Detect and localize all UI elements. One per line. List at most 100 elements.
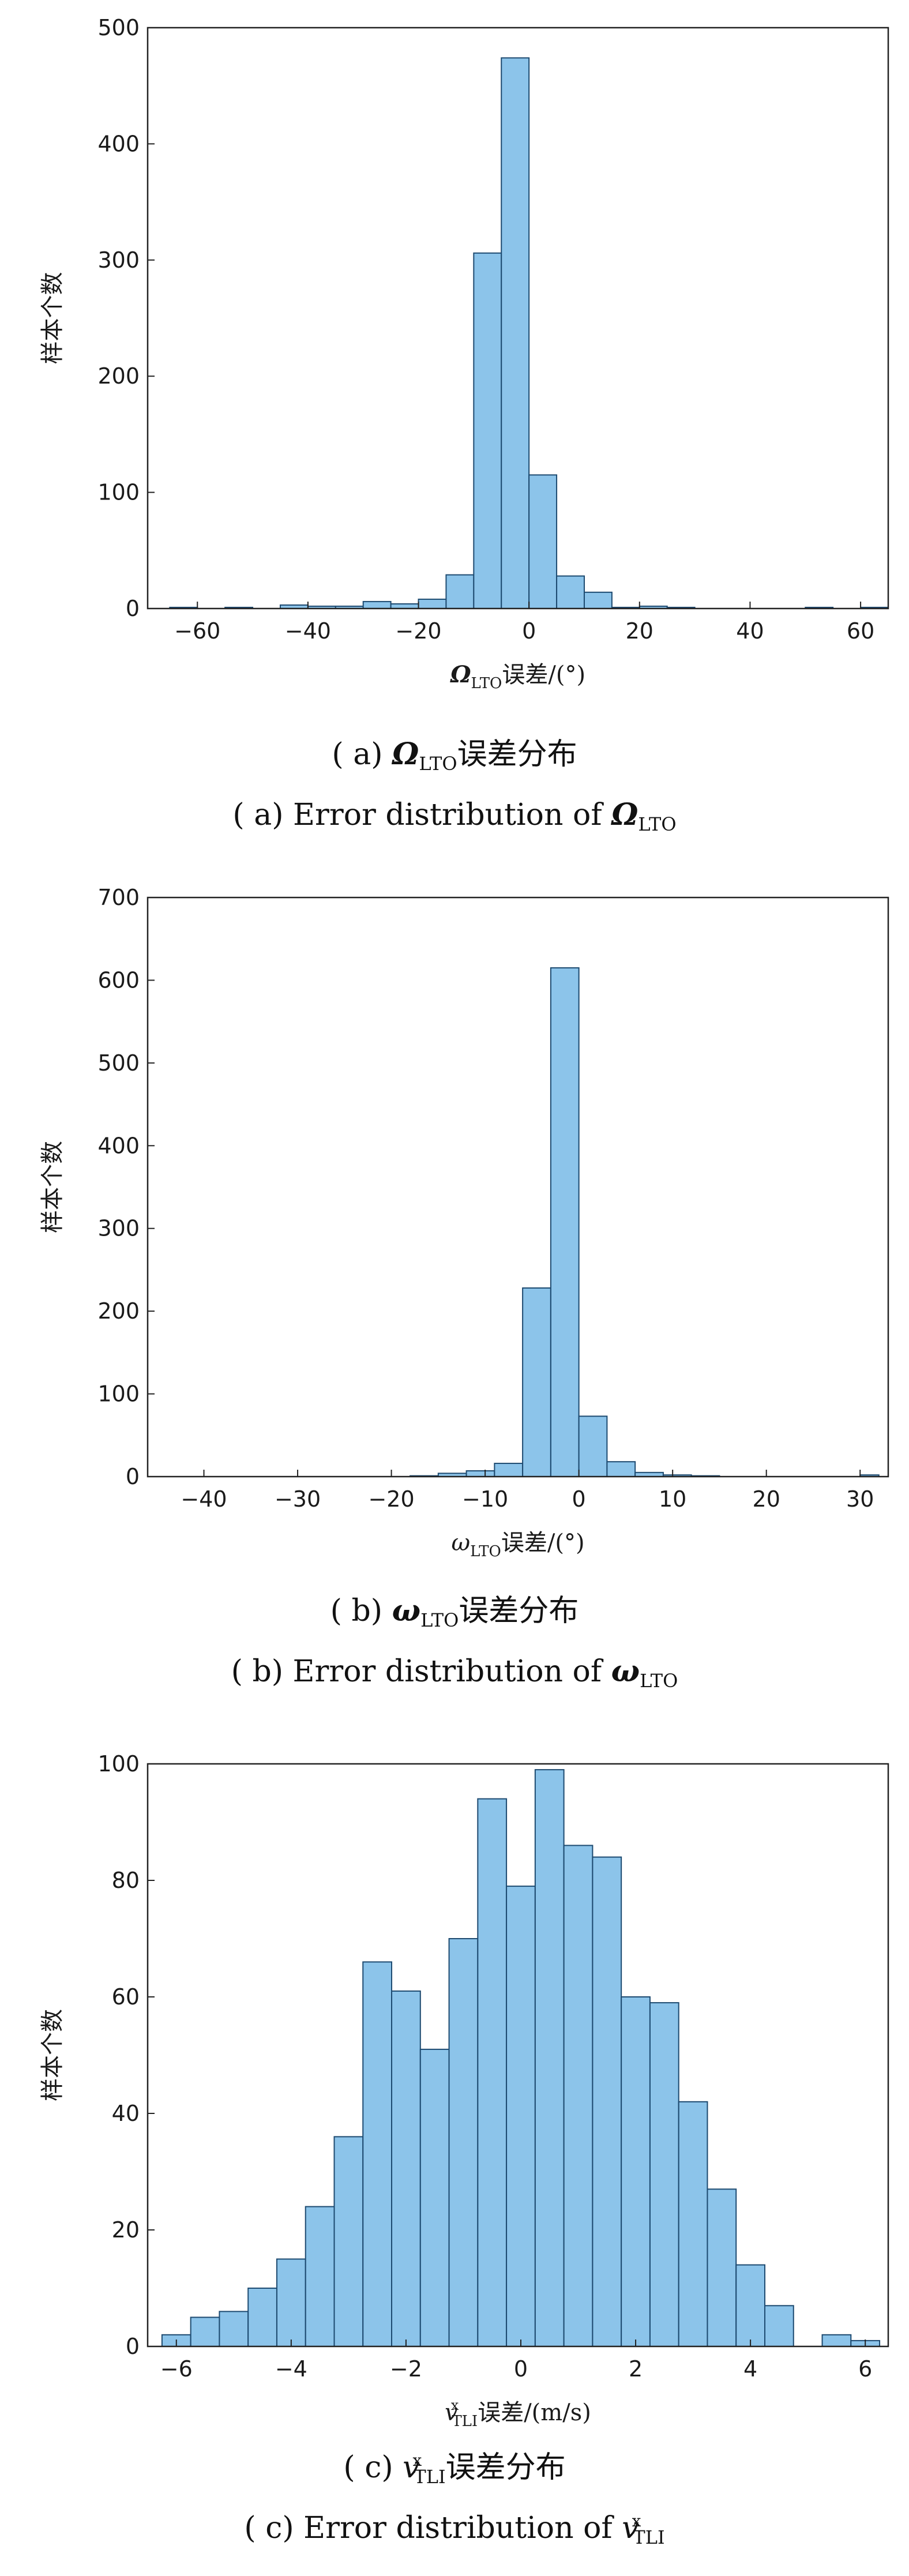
histogram-bar — [494, 1463, 524, 1478]
x-axis-label-sup: x — [451, 2397, 459, 2413]
x-axis-label-symbol: v — [445, 2399, 458, 2426]
y-axis-label: 样本个数 — [39, 272, 66, 365]
caption-a-chinese: ( a) ΩLTO误差分布 — [332, 737, 577, 775]
histogram-bar — [592, 1856, 622, 2348]
x-tick-label: 0 — [572, 1486, 586, 1512]
histogram-bar — [583, 591, 613, 609]
x-axis-label-text: 误差/(m/s) — [478, 2399, 591, 2426]
x-axis-label-sub: TLI — [452, 2413, 478, 2430]
x-tick-label: 60 — [847, 618, 874, 644]
x-tick-label: 0 — [514, 2356, 528, 2382]
x-tick-label: 20 — [626, 618, 653, 644]
histogram-velocity-panel: −6 −4 −2 0 2 4 6 0 20 40 60 80 100 样本个数 vx TLI误差/(m/… — [39, 1751, 889, 2430]
x-tick-label: −60 — [174, 618, 220, 644]
histogram-bar — [649, 2002, 679, 2348]
plot-frame — [147, 896, 889, 1478]
y-tick-label: 400 — [97, 1133, 140, 1158]
caption-c-chinese: ( c) vx TLI误差分布 — [343, 2450, 565, 2488]
histogram-bar — [735, 2264, 765, 2348]
x-tick-label: 2 — [629, 2356, 643, 2382]
x-axis-label: ωLTO误差/(°) — [451, 1530, 584, 1560]
y-tick-label: 100 — [97, 480, 140, 505]
x-tick-label: −6 — [160, 2356, 193, 2382]
x-tick-label: −10 — [462, 1486, 508, 1512]
plot-frame — [147, 1763, 889, 2348]
histogram-bar — [247, 2288, 277, 2347]
x-tick-label: −2 — [390, 2356, 422, 2382]
histogram-bar — [362, 1961, 393, 2347]
x-tick-label: −40 — [285, 618, 331, 644]
histogram-bar — [534, 1769, 565, 2348]
x-tick-label: −40 — [181, 1486, 227, 1512]
x-tick-label: 0 — [522, 618, 536, 644]
y-tick-label: 600 — [97, 967, 140, 993]
histogram-bar — [578, 1415, 608, 1477]
x-tick-label: 10 — [659, 1486, 686, 1512]
histogram-bar — [305, 2206, 335, 2348]
histogram-bar — [821, 2334, 852, 2348]
x-tick-label: −20 — [395, 618, 441, 644]
histogram-bar — [506, 1886, 536, 2348]
x-axis-label-sub: LTO — [470, 1543, 501, 1560]
y-axis-ticks: 0 100 200 300 400 500 — [97, 15, 155, 621]
y-tick-label: 80 — [112, 1868, 140, 1893]
y-tick-label: 500 — [97, 15, 140, 40]
y-tick-label: 100 — [97, 1381, 140, 1407]
y-tick-label: 100 — [97, 1751, 140, 1777]
histogram-bar — [678, 2101, 708, 2348]
x-tick-label: 30 — [846, 1486, 874, 1512]
histogram-bar — [528, 474, 558, 610]
x-axis-label-sub: LTO — [471, 675, 502, 692]
x-axis-label-text: 误差/(°) — [501, 1530, 585, 1556]
plot-frame — [147, 27, 889, 610]
x-axis-label: ΩLTO误差/(°) — [450, 661, 585, 692]
y-tick-label: 0 — [126, 596, 140, 621]
y-axis-label: 样本个数 — [39, 1141, 66, 1233]
histogram-bar — [522, 1287, 551, 1478]
y-tick-label: 40 — [112, 2101, 140, 2126]
x-axis-label-text: 误差/(°) — [502, 662, 585, 688]
y-tick-label: 700 — [97, 885, 140, 910]
histogram-bar — [418, 598, 447, 609]
y-tick-label: 400 — [97, 131, 140, 156]
x-axis-ticks: −6 −4 −2 0 2 4 6 — [160, 2340, 872, 2382]
histogram-bar — [219, 2311, 249, 2347]
histogram-bar — [764, 2305, 794, 2348]
y-tick-label: 300 — [97, 1216, 140, 1241]
caption-a-english: ( a) Error distribution of ΩLTO — [232, 797, 676, 835]
y-axis-ticks: 0 100 200 300 400 500 600 700 — [97, 885, 155, 1489]
y-tick-label: 20 — [112, 2217, 140, 2243]
y-axis-ticks: 0 20 40 60 80 100 — [97, 1751, 155, 2359]
histogram-bar — [621, 1996, 651, 2347]
y-tick-label: 300 — [97, 247, 140, 273]
y-tick-label: 200 — [97, 1298, 140, 1324]
histogram-bar — [448, 1938, 479, 2347]
y-tick-label: 0 — [126, 1464, 140, 1489]
histogram-bar — [419, 2048, 450, 2347]
histogram-bar — [333, 2136, 364, 2347]
x-axis-label-symbol: ω — [451, 1530, 470, 1556]
histogram-bar — [465, 1470, 495, 1477]
caption-b-english: ( b) Error distribution of ωLTO — [231, 1654, 678, 1692]
x-tick-label: 6 — [858, 2356, 872, 2382]
histogram-bar — [501, 57, 530, 609]
histogram-bar — [473, 252, 502, 609]
x-tick-label: −30 — [275, 1486, 321, 1512]
y-tick-label: 60 — [112, 1984, 140, 2010]
y-axis-label: 样本个数 — [39, 2009, 66, 2101]
histogram-bar — [445, 574, 475, 609]
histogram-bar — [477, 1798, 508, 2348]
histogram-bars — [169, 57, 889, 610]
histogram-omega-panel: −60 −40 −20 0 20 40 60 0 100 200 300 400 500 样本个数 Ω… — [39, 15, 889, 692]
x-axis-ticks: −40 −30 −20 −10 0 10 20 30 — [181, 1470, 874, 1512]
x-tick-label: 4 — [743, 2356, 757, 2382]
histogram-bar — [550, 967, 580, 1477]
histogram-bar — [190, 2316, 220, 2347]
x-axis-ticks: −60 −40 −20 0 20 40 60 — [174, 602, 874, 644]
histogram-bars — [161, 1769, 881, 2348]
histogram-bar — [362, 600, 392, 610]
x-axis-label: vx TLI误差/(m/s) — [445, 2397, 591, 2430]
caption-b-chinese: ( b) ωLTO误差分布 — [330, 1593, 579, 1631]
x-tick-label: 20 — [753, 1486, 780, 1512]
